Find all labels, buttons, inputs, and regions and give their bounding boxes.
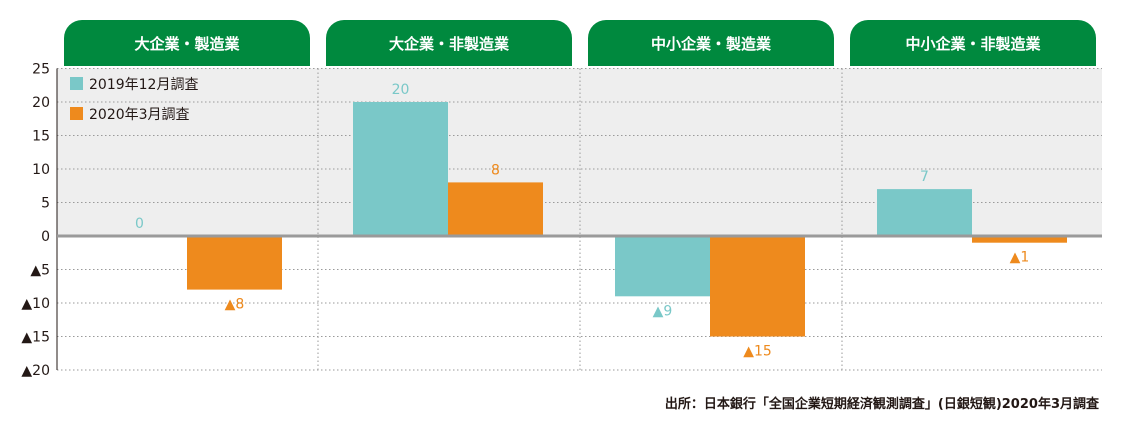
panel-title-1: 大企業・製造業	[64, 20, 310, 66]
source-note: 出所：日本銀行「全国企業短期経済観測調査」(日銀短観)2020年3月調査	[664, 397, 1099, 412]
data-label: 0	[135, 216, 144, 232]
y-tick-label: 0	[41, 229, 50, 245]
y-tick-label: ▲10	[21, 296, 50, 312]
panel-title-4: 中小企業・非製造業	[850, 20, 1096, 66]
bar	[710, 236, 805, 337]
data-label: 8	[491, 162, 500, 178]
y-tick-label: 10	[32, 162, 50, 178]
data-label: ▲9	[653, 303, 673, 319]
panel-title-3: 中小企業・製造業	[588, 20, 834, 66]
bar	[615, 236, 710, 297]
y-tick-label: ▲5	[30, 263, 50, 279]
data-label: 7	[920, 169, 929, 185]
legend-label: 2020年3月調査	[89, 107, 190, 123]
y-tick-label: 25	[32, 62, 50, 78]
data-label: 20	[392, 82, 410, 98]
bar	[353, 102, 448, 236]
bar	[448, 182, 543, 236]
legend-swatch	[70, 77, 83, 90]
legend-label: 2019年12月調査	[89, 77, 198, 93]
y-tick-label: 20	[32, 95, 50, 111]
data-label: ▲1	[1010, 250, 1030, 266]
bar	[187, 236, 282, 290]
data-label: ▲8	[225, 297, 245, 313]
y-tick-label: 5	[41, 196, 50, 212]
legend-swatch	[70, 107, 83, 120]
y-tick-label: 15	[32, 129, 50, 145]
y-tick-label: ▲15	[21, 330, 50, 346]
y-tick-label: ▲20	[21, 363, 50, 379]
data-label: ▲15	[743, 344, 772, 360]
bar	[877, 189, 972, 236]
bar	[972, 236, 1067, 243]
panel-title-2: 大企業・非製造業	[326, 20, 572, 66]
